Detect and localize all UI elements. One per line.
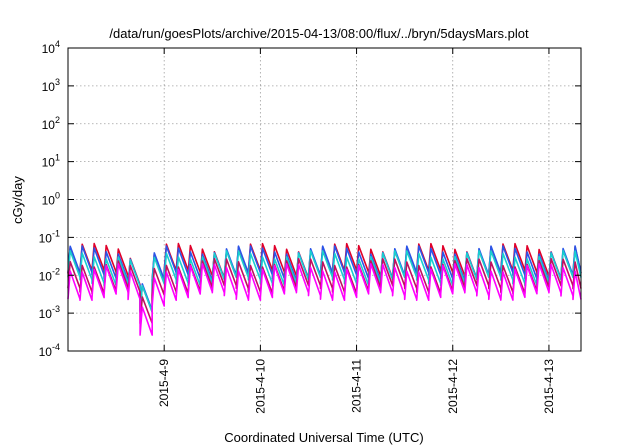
y-tick-label: 10-3 (39, 304, 60, 321)
axis-ticks (68, 47, 581, 352)
y-tick-label: 10-2 (39, 266, 60, 283)
flux-series-line-3 (67, 249, 582, 313)
y-axis-tick-labels: 10-4 10-3 10-2 10-1 100 101 102 103 104 (39, 39, 60, 359)
flux-series-line-5 (67, 263, 582, 336)
x-tick-label: 2015-4-13 (542, 359, 556, 414)
x-axis-label: Coordinated Universal Time (UTC) (224, 430, 423, 445)
y-tick-label: 100 (42, 191, 60, 208)
x-tick-label: 2015-4-10 (253, 359, 267, 414)
y-tick-label: 103 (42, 77, 60, 94)
x-axis-tick-labels: 2015-4-9 2015-4-10 2015-4-11 2015-4-12 2015-… (157, 359, 556, 414)
y-tick-label: 10-1 (39, 228, 60, 245)
x-tick-label: 2015-4-11 (350, 359, 364, 413)
y-tick-label: 104 (42, 39, 60, 56)
data-series-group (67, 242, 582, 336)
y-tick-label: 101 (42, 153, 60, 170)
y-tick-label: 102 (42, 115, 60, 132)
x-tick-label: 2015-4-12 (446, 359, 460, 414)
y-tick-label: 10-4 (39, 342, 60, 359)
y-axis-label: cGy/day (10, 176, 25, 224)
chart-title: /data/run/goesPlots/archive/2015-04-13/0… (109, 26, 529, 41)
x-tick-label: 2015-4-9 (157, 359, 171, 407)
